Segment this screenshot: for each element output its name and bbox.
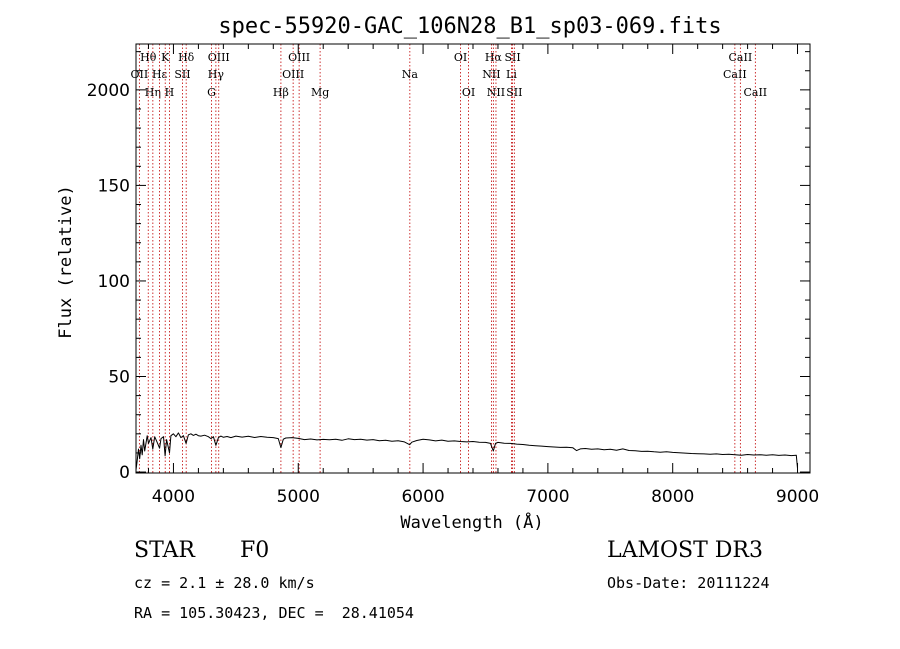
spectral-line-label: CaII	[743, 86, 767, 99]
x-tick-label: 9000	[776, 487, 819, 507]
spectral-line-label: Hθ	[140, 51, 157, 64]
spectral-line-label: SII	[506, 86, 522, 99]
observation-date: Obs-Date: 20111224	[607, 574, 770, 592]
y-tick-label: 50	[108, 367, 130, 387]
survey-name: LAMOST DR3	[607, 538, 763, 563]
y-tick-label: 100	[98, 272, 130, 292]
spectral-line-label: H	[165, 86, 175, 99]
coordinates-readout: RA = 105.30423, DEC = 28.41054	[134, 604, 414, 622]
y-tick-label: 150	[98, 176, 130, 196]
x-tick-label: 8000	[651, 487, 694, 507]
spectral-line-label: Mg	[311, 86, 329, 99]
spectral-line-label: OIII	[282, 68, 304, 81]
spectral-line-label: Hδ	[178, 51, 195, 64]
y-tick-label: 0	[119, 463, 130, 483]
spectral-line-label: Hβ	[273, 86, 289, 99]
plot-frame	[135, 43, 811, 474]
spectral-line-label: Hε	[152, 68, 168, 81]
x-tick-label: 5000	[277, 487, 320, 507]
spectral-line-label: Na	[402, 68, 419, 81]
y-tick-label: 2000	[87, 81, 130, 101]
object-subclass: F0	[240, 538, 270, 563]
spectral-line-label: SII	[174, 68, 190, 81]
x-axis-label: Wavelength (Å)	[400, 511, 543, 533]
spectral-line-label: Hα	[485, 51, 503, 64]
spectral-line-label: OI	[462, 86, 475, 99]
spectral-line-label: NII	[487, 86, 505, 99]
redshift-readout: cz = 2.1 ± 28.0 km/s	[134, 574, 315, 592]
spectral-line-label: SII	[504, 51, 520, 64]
spectral-line-label: K	[161, 51, 170, 64]
spectral-line-label: G	[207, 86, 216, 99]
x-axis-ticks: 4000 5000 6000 7000 8000 9000	[147, 44, 819, 507]
spectral-line-label: CaII	[729, 51, 753, 64]
y-axis-label: Flux (relative)	[56, 185, 76, 339]
spectral-line-label: NII	[482, 68, 500, 81]
spectrum-line	[135, 432, 798, 471]
spectral-line-label: OIII	[288, 51, 310, 64]
x-tick-label: 4000	[152, 487, 195, 507]
x-tick-label: 7000	[526, 487, 569, 507]
spectral-line-label: OIII	[208, 51, 230, 64]
spectral-line-label: Hγ	[208, 68, 225, 81]
spectral-line-label: CaII	[723, 68, 747, 81]
x-tick-label: 6000	[401, 487, 444, 507]
spectral-line-markers: Hθ OII Hη Hε K H Hδ SII OIII Hγ G Hβ OIII OIII Mg Na OI O…	[131, 44, 767, 473]
spectrum-series	[135, 432, 798, 471]
spectral-line-label: OI	[454, 51, 467, 64]
spectral-line-label: Li	[506, 68, 517, 81]
y-axis-ticks: 0 50 100 150 2000	[87, 51, 810, 483]
object-class: STAR	[134, 538, 195, 563]
spectral-line-label: Hη	[145, 86, 161, 99]
spectral-line-label: OII	[131, 68, 149, 81]
chart-title: spec-55920-GAC_106N28_B1_sp03-069.fits	[218, 14, 721, 39]
